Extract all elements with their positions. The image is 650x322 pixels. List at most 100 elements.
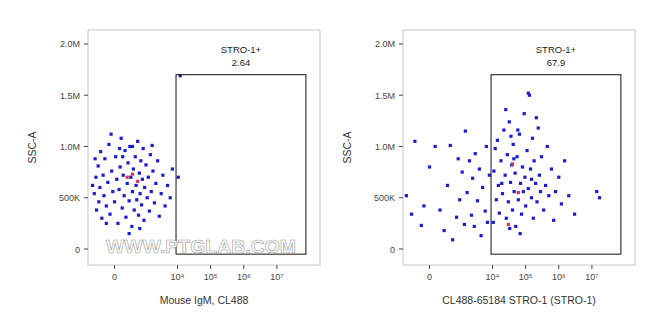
data-point [115,178,118,181]
x-tick [210,265,211,269]
data-point [158,215,161,218]
data-point [499,159,502,162]
gate [491,75,621,254]
plot-frame [88,30,320,265]
data-point [151,144,154,147]
data-point [554,190,557,193]
data-point [567,194,570,197]
x-tick [492,265,493,269]
data-point [131,145,134,148]
data-point [501,192,504,195]
data-point [149,153,152,156]
data-point [461,171,464,174]
data-point [146,196,149,199]
y-tick [399,249,403,250]
data-point [539,190,542,193]
data-point [108,213,111,216]
data-point [422,204,425,207]
data-point [142,147,145,150]
data-point [139,159,142,162]
data-point [446,184,449,187]
data-point [573,213,576,216]
data-point [495,198,498,201]
y-tick-label: 1.0M [375,142,395,152]
data-point [91,184,94,187]
data-point [508,120,511,123]
data-point [151,169,154,172]
data-point [458,198,461,201]
data-point [531,137,534,140]
data-point [161,174,164,177]
data-point [502,128,505,131]
data-point [478,167,481,170]
data-point [130,225,133,228]
data-point [156,159,159,162]
x-tick [429,265,430,269]
y-tick-label: 500K [374,193,395,203]
data-point [481,186,484,189]
x-tick-label: 10⁷ [270,272,283,282]
x-tick-label: 10⁴ [171,272,185,282]
data-point [101,174,104,177]
data-point [466,191,469,194]
data-point [470,214,473,217]
data-point [457,157,460,160]
x-tick-label: 10⁵ [519,272,533,282]
x-tick-label: 10⁴ [486,272,500,282]
x-tick [591,265,592,269]
data-point [117,188,120,191]
data-point [524,204,527,207]
data-point [129,176,132,179]
data-point [93,157,96,160]
data-point [136,140,139,143]
data-point [141,178,144,181]
y-tick [84,197,88,198]
data-point [484,209,487,212]
data-point [438,208,441,211]
data-point [451,238,454,241]
data-point [527,92,530,95]
data-point [521,165,524,168]
data-point [126,176,129,179]
data-point [520,213,523,216]
data-point [166,184,169,187]
x-tick-label: 10⁶ [552,272,566,282]
data-point [177,176,180,179]
data-point [137,214,140,217]
data-point [525,149,528,152]
x-tick [558,265,559,269]
data-point [550,167,553,170]
data-point [514,225,517,228]
data-point [105,204,108,207]
data-point [519,182,522,185]
data-point [111,190,114,193]
data-point [118,147,121,150]
data-point [140,203,143,206]
data-point [517,191,520,194]
data-point [131,173,134,176]
data-point [504,174,507,177]
data-point [512,157,515,160]
data-point [595,190,598,193]
y-tick [84,249,88,250]
panel: 0500K1.0M1.5M2.0M010⁴10⁵10⁶10⁷CL488-6518… [341,30,635,306]
data-point [557,176,560,179]
data-point [498,212,501,215]
data-point [535,200,538,203]
data-point [148,209,151,212]
data-point [110,169,113,172]
data-point [486,221,489,224]
data-point [100,217,103,220]
data-point [443,229,446,232]
x-tick [276,265,277,269]
data-point [131,190,134,193]
data-point [413,140,416,143]
y-tick-label: 0 [75,245,80,255]
data-point [169,196,172,199]
data-point [538,174,541,177]
x-tick-label: 10⁶ [237,272,251,282]
y-tick [84,43,88,44]
data-point [123,194,126,197]
figure: 0500K1.0M1.5M2.0M010⁴10⁵10⁶10⁷Mouse IgM,… [0,0,650,322]
watermark: WWW.PTGLAB.COM [106,236,296,257]
